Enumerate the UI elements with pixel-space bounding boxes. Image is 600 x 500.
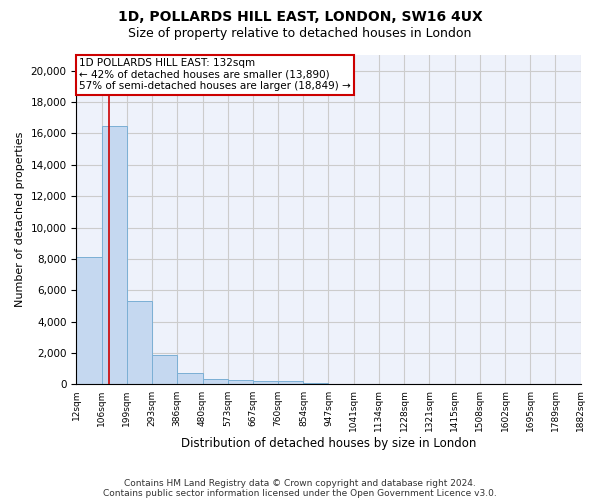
Text: 1D POLLARDS HILL EAST: 132sqm
← 42% of detached houses are smaller (13,890)
57% : 1D POLLARDS HILL EAST: 132sqm ← 42% of d…: [79, 58, 350, 92]
Bar: [76, 258, 102, 384]
X-axis label: Distribution of detached houses by size in London: Distribution of detached houses by size …: [181, 437, 476, 450]
Bar: [102, 126, 127, 384]
Text: Contains public sector information licensed under the Open Government Licence v3: Contains public sector information licen…: [103, 488, 497, 498]
Bar: [127, 302, 152, 384]
Bar: [253, 381, 278, 384]
Text: 1D, POLLARDS HILL EAST, LONDON, SW16 4UX: 1D, POLLARDS HILL EAST, LONDON, SW16 4UX: [118, 10, 482, 24]
Bar: [227, 380, 253, 384]
Bar: [203, 379, 227, 384]
Bar: [152, 356, 177, 384]
Bar: [304, 383, 328, 384]
Text: Size of property relative to detached houses in London: Size of property relative to detached ho…: [128, 28, 472, 40]
Text: Contains HM Land Registry data © Crown copyright and database right 2024.: Contains HM Land Registry data © Crown c…: [124, 478, 476, 488]
Bar: [278, 382, 304, 384]
Bar: [177, 374, 203, 384]
Y-axis label: Number of detached properties: Number of detached properties: [15, 132, 25, 308]
